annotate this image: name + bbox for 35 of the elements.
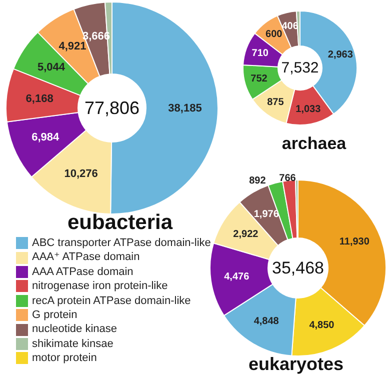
data-label: 875 [267,97,284,108]
legend-label: nucleotide kinase [32,322,118,337]
data-label: 4,476 [224,271,250,282]
data-label: 4,921 [58,40,86,53]
data-label: 5,044 [37,62,66,74]
data-label: 6,168 [26,93,54,105]
legend-label: nitrogenase iron protein-like [32,279,168,294]
data-label: 766 [279,172,296,184]
data-label: 2,963 [328,49,354,60]
data-label: 38,185 [168,102,202,114]
data-label: 4,848 [254,316,280,327]
data-label: 892 [249,176,266,187]
data-label: 710 [252,48,269,59]
text: archaea [282,134,347,153]
text: eukaryotes [248,354,344,374]
text: eubacteria [67,211,173,234]
data-label: 6,984 [32,132,60,144]
legend-label: G protein [32,308,78,322]
legend-label: motor protein [32,351,97,366]
data-label: 600 [266,28,283,40]
text: 35,468 [272,258,324,278]
legend-label: ABC transporter ATPase domain-like [32,236,211,250]
legend-label: shikimate kinsae [32,336,114,352]
data-label: 1,976 [254,209,280,220]
data-label: 11,930 [339,236,370,248]
data-label: 4,850 [309,320,335,331]
data-label: 752 [250,74,268,85]
legend-label: AAA ATPase domain [32,264,134,280]
legend-label: recA protein ATPase domain-like [32,294,191,308]
data-label: 10,276 [64,168,98,180]
data-label: 1,033 [296,104,322,116]
data-label: 2,922 [233,229,259,240]
legend-label: AAA⁺ ATPase domain [32,250,140,265]
text: 7,532 [281,60,319,76]
text: 77,806 [84,98,140,118]
